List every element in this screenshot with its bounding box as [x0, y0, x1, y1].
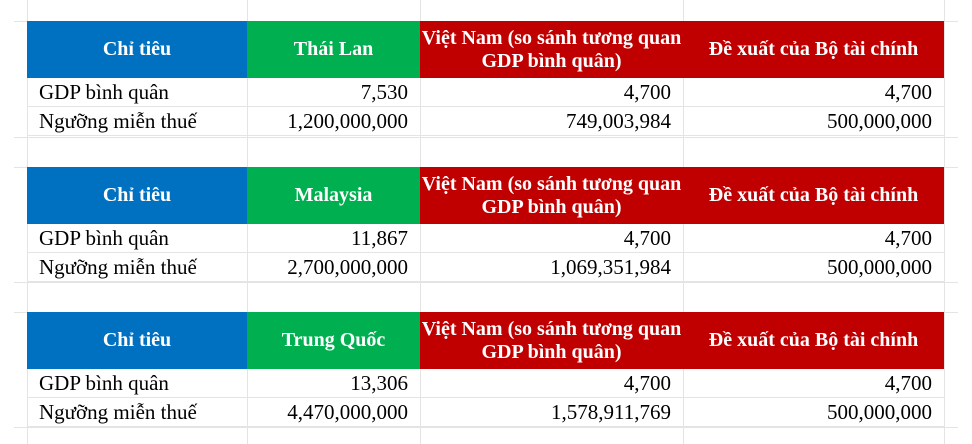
value-cell[interactable]: 2,700,000,000 [247, 253, 420, 282]
value-cell[interactable]: 4,700 [420, 224, 683, 253]
row-label[interactable]: GDP bình quân [27, 78, 247, 107]
gridline [944, 0, 945, 444]
header-country[interactable]: Thái Lan [247, 21, 420, 78]
value-cell[interactable]: 1,200,000,000 [247, 107, 420, 136]
value-cell[interactable]: 4,700 [420, 78, 683, 107]
value-cell[interactable]: 500,000,000 [683, 398, 944, 427]
header-ministry-proposal[interactable]: Đề xuất của Bộ tài chính [683, 312, 944, 369]
table-row: GDP bình quân 13,306 4,700 4,700 [27, 369, 944, 398]
value-cell[interactable]: 1,578,911,769 [420, 398, 683, 427]
table-row: GDP bình quân 7,530 4,700 4,700 [27, 78, 944, 107]
row-label[interactable]: GDP bình quân [27, 369, 247, 398]
value-cell[interactable]: 500,000,000 [683, 107, 944, 136]
table-row: Ngưỡng miễn thuế 1,200,000,000 749,003,984… [27, 107, 944, 136]
gridline [14, 137, 958, 138]
value-cell[interactable]: 11,867 [247, 224, 420, 253]
value-cell[interactable]: 4,700 [683, 369, 944, 398]
value-cell[interactable]: 749,003,984 [420, 107, 683, 136]
header-chi-tieu[interactable]: Chỉ tiêu [27, 21, 247, 78]
header-chi-tieu[interactable]: Chỉ tiêu [27, 312, 247, 369]
value-cell[interactable]: 4,700 [420, 369, 683, 398]
header-row: Chỉ tiêu Malaysia Việt Nam (so sánh tương … [27, 167, 944, 224]
value-cell[interactable]: 7,530 [247, 78, 420, 107]
header-row: Chỉ tiêu Thái Lan Việt Nam (so sánh tương … [27, 21, 944, 78]
comparison-table: Chỉ tiêu Thái Lan Việt Nam (so sánh tương … [27, 21, 944, 136]
table-row: Ngưỡng miễn thuế 4,470,000,000 1,578,911,7… [27, 398, 944, 427]
header-country[interactable]: Trung Quốc [247, 312, 420, 369]
header-ministry-proposal[interactable]: Đề xuất của Bộ tài chính [683, 167, 944, 224]
row-label[interactable]: GDP bình quân [27, 224, 247, 253]
header-row: Chỉ tiêu Trung Quốc Việt Nam (so sánh tươn… [27, 312, 944, 369]
value-cell[interactable]: 1,069,351,984 [420, 253, 683, 282]
gridline [14, 282, 958, 283]
row-label[interactable]: Ngưỡng miễn thuế [27, 398, 247, 427]
comparison-table: Chỉ tiêu Trung Quốc Việt Nam (so sánh tươn… [27, 312, 944, 427]
header-chi-tieu[interactable]: Chỉ tiêu [27, 167, 247, 224]
header-vietnam-comparison[interactable]: Việt Nam (so sánh tương quan GDP bình qu… [420, 312, 683, 369]
comparison-table: Chỉ tiêu Malaysia Việt Nam (so sánh tương … [27, 167, 944, 282]
header-country[interactable]: Malaysia [247, 167, 420, 224]
value-cell[interactable]: 4,700 [683, 78, 944, 107]
gridline [14, 427, 958, 428]
header-vietnam-comparison[interactable]: Việt Nam (so sánh tương quan GDP bình qu… [420, 167, 683, 224]
row-label[interactable]: Ngưỡng miễn thuế [27, 253, 247, 282]
value-cell[interactable]: 4,700 [683, 224, 944, 253]
table-row: Ngưỡng miễn thuế 2,700,000,000 1,069,351,9… [27, 253, 944, 282]
value-cell[interactable]: 13,306 [247, 369, 420, 398]
header-ministry-proposal[interactable]: Đề xuất của Bộ tài chính [683, 21, 944, 78]
table-row: GDP bình quân 11,867 4,700 4,700 [27, 224, 944, 253]
header-vietnam-comparison[interactable]: Việt Nam (so sánh tương quan GDP bình qu… [420, 21, 683, 78]
row-label[interactable]: Ngưỡng miễn thuế [27, 107, 247, 136]
value-cell[interactable]: 500,000,000 [683, 253, 944, 282]
value-cell[interactable]: 4,470,000,000 [247, 398, 420, 427]
